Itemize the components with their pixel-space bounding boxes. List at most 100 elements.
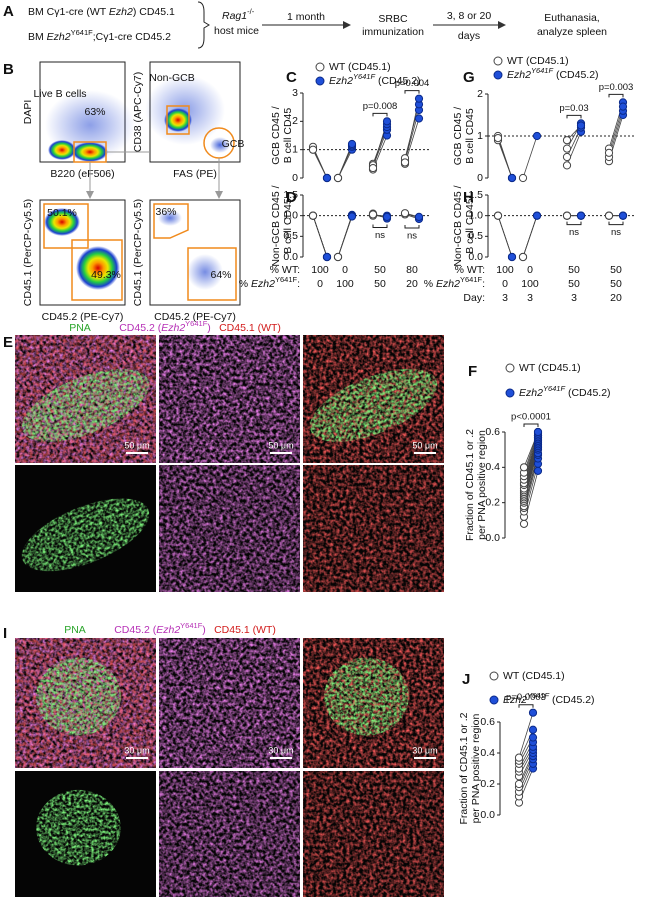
pair-line	[312, 215, 328, 258]
p-value: p<0.0001	[511, 412, 551, 423]
p-value: ns	[611, 227, 621, 238]
density	[44, 208, 80, 236]
x-tick-label: 0	[502, 278, 508, 290]
axis-label: B cell CD45	[282, 198, 294, 254]
x-tick-label: 50	[610, 278, 622, 290]
text-part: %	[424, 278, 436, 290]
text-part: Y641F	[71, 28, 94, 37]
bracket	[566, 221, 582, 226]
density	[158, 210, 182, 226]
panel-label: D	[286, 189, 297, 206]
p-value: p=0.03	[559, 103, 588, 114]
text-part: Day:	[463, 292, 485, 304]
stain-label: CD45.1 (WT)	[214, 624, 276, 636]
gate-label: 50.1%	[47, 207, 77, 219]
stain	[309, 369, 438, 442]
text-part: CD45.2 (	[114, 624, 157, 636]
bracket	[404, 224, 420, 229]
micrograph	[303, 638, 444, 768]
wt-point	[562, 211, 572, 220]
panel-label: J	[462, 671, 470, 688]
y-tick-label: 0.4	[480, 747, 495, 759]
panel-label: B	[3, 61, 14, 78]
density	[48, 140, 76, 160]
wt-point	[518, 173, 528, 183]
text-part: Ezh2	[436, 278, 460, 290]
text-part: Ezh2	[161, 322, 185, 334]
bracket	[518, 704, 534, 708]
wt-point	[333, 173, 343, 183]
mut-point	[528, 708, 538, 717]
y-tick-label: 1.5	[468, 189, 483, 201]
gate-label: Live B cells	[33, 88, 86, 100]
wt-point	[514, 753, 524, 762]
x-tick-label: 20	[406, 278, 418, 290]
legend-text: WT (CD45.1)	[329, 61, 391, 73]
text-part: ) CD45.1	[133, 6, 175, 18]
p-value: ns	[569, 227, 579, 238]
y-tick-label: 1.0	[283, 209, 298, 221]
p-value: p=0.0003	[506, 692, 546, 703]
gate-label: 64%	[210, 269, 231, 281]
x-tick-label: 80	[406, 264, 418, 276]
mut-point	[347, 212, 357, 221]
row-label: % Ezh2Y641F:	[239, 275, 300, 290]
pair-line	[497, 215, 513, 258]
wt-point	[308, 145, 318, 154]
host-text: Rag1-/-	[222, 7, 255, 22]
axis-label: CD45.1 (PerCP-Cy5.5)	[132, 199, 144, 306]
text-part: :	[297, 278, 300, 290]
y-tick-label: 0	[477, 172, 483, 184]
wt-point	[518, 252, 528, 262]
mut-point	[382, 212, 392, 222]
axis-label: DAPI	[22, 100, 34, 125]
density	[76, 246, 120, 290]
flow-plot	[145, 61, 241, 163]
bracket	[608, 93, 624, 98]
donor-text: BM Cγ1-cre (WT Ezh2) CD45.1	[28, 6, 175, 18]
text-part: (CD45.2)	[553, 69, 599, 81]
text-part: %	[239, 278, 251, 290]
legend-text: Ezh2Y641F (CD45.2)	[519, 384, 611, 399]
axis-label: B cell CD45	[464, 198, 476, 254]
step-text: Euthanasia,	[544, 12, 599, 24]
legend-text: WT (CD45.1)	[519, 362, 581, 374]
wt-point	[562, 136, 572, 145]
text-part: (CD45.2)	[549, 694, 595, 706]
wt-point	[562, 144, 572, 153]
y-tick-label: 2	[477, 88, 483, 100]
scale-label: 30 μm	[268, 745, 293, 755]
stain	[159, 771, 300, 897]
micrograph	[159, 771, 300, 897]
mut-point	[507, 252, 517, 262]
step-text: immunization	[362, 26, 424, 38]
mut-point	[347, 139, 357, 149]
donor-text: BM Ezh2Y641F;Cγ1-cre CD45.2	[28, 28, 171, 43]
text-part: Ezh2	[329, 75, 353, 87]
y-tick-label: 3	[292, 87, 298, 99]
host-text: host mice	[214, 25, 259, 37]
step-text: days	[458, 30, 480, 42]
y-tick-label: 0.6	[485, 426, 500, 438]
x-tick-label: 50	[374, 264, 386, 276]
bracket	[566, 114, 582, 119]
mut-point	[533, 427, 543, 437]
legend-marker	[489, 671, 499, 681]
stain	[159, 335, 300, 463]
text-part: Ezh2	[519, 387, 543, 399]
gate	[43, 203, 89, 249]
stain-label: PNA	[64, 624, 86, 636]
text-part: % WT:	[270, 264, 300, 276]
micrograph	[159, 638, 300, 768]
mut-point	[507, 173, 517, 183]
y-tick-label: 2	[292, 115, 298, 127]
gate-label: 49.3%	[91, 269, 121, 281]
step-text: SRBC	[378, 13, 408, 25]
x-tick-label: 50	[610, 264, 622, 276]
micrograph	[15, 465, 156, 592]
p-value: p=0.008	[363, 101, 398, 112]
panel-label: A	[3, 3, 14, 20]
text-part: -/-	[247, 7, 255, 16]
wt-point	[604, 148, 614, 157]
